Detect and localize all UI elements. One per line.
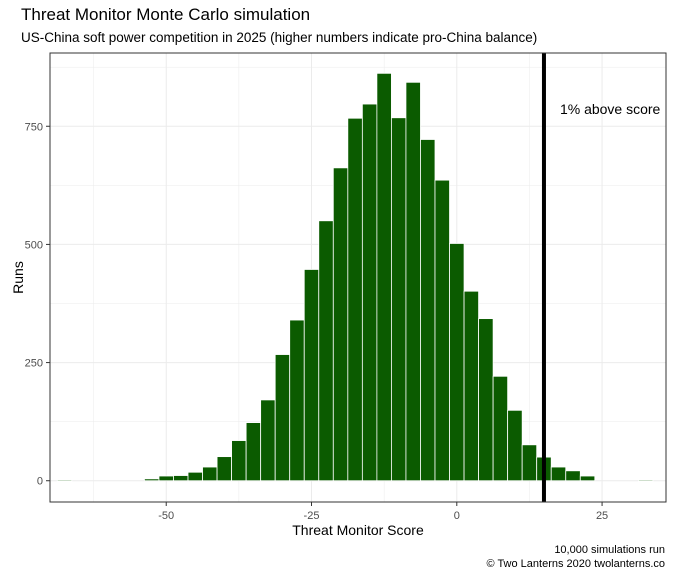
histogram-bar — [637, 479, 654, 482]
vline-layer: 1% above score — [541, 53, 661, 502]
x-tick-label: 25 — [596, 510, 608, 522]
histogram-bar — [187, 471, 203, 482]
histogram-bar — [274, 354, 291, 482]
histogram-bar — [449, 243, 465, 482]
histogram-bar — [565, 470, 581, 482]
histogram-bar — [405, 81, 421, 482]
histogram-bar — [216, 456, 233, 482]
histogram-bar — [579, 475, 596, 482]
y-axis-title: Runs — [10, 261, 26, 294]
caption-simulations: 10,000 simulations run — [554, 544, 665, 556]
histogram-bar — [144, 478, 160, 482]
y-tick-label: 750 — [25, 121, 43, 133]
histogram-bar — [318, 220, 334, 482]
histogram-bar — [521, 444, 538, 482]
histogram-bar — [245, 422, 262, 482]
x-axis: -50 -25 0 25 — [158, 502, 608, 522]
histogram-bar — [463, 290, 479, 482]
histogram-bar — [478, 318, 494, 482]
caption-copyright: © Two Lanterns 2020 twolanterns.co — [486, 558, 665, 570]
histogram-bar — [332, 167, 349, 482]
histogram-bar — [158, 475, 174, 482]
bars-layer — [56, 72, 654, 482]
y-tick-label: 500 — [25, 239, 43, 251]
histogram-bar — [376, 72, 392, 482]
histogram-bar — [550, 466, 567, 482]
histogram-bar — [56, 479, 73, 482]
x-tick-label: 0 — [454, 510, 460, 522]
chart-title: Threat Monitor Monte Carlo simulation — [21, 5, 311, 24]
histogram-bar — [391, 117, 407, 482]
y-tick-label: 250 — [25, 358, 43, 370]
histogram-bar — [507, 409, 523, 482]
histogram-bar — [434, 179, 450, 482]
histogram-bar — [303, 269, 320, 482]
y-axis: 0 250 500 750 — [25, 121, 50, 488]
histogram-bar — [289, 319, 305, 482]
histogram-bar — [492, 375, 509, 482]
histogram-bar — [260, 399, 276, 482]
histogram-bar — [202, 466, 218, 482]
x-tick-label: -50 — [158, 510, 174, 522]
chart-subtitle: US-China soft power competition in 2025 … — [21, 30, 538, 45]
histogram-bar — [347, 117, 363, 482]
x-tick-label: -25 — [304, 510, 320, 522]
histogram-bar — [173, 475, 189, 482]
x-axis-title: Threat Monitor Score — [292, 522, 424, 538]
panel-border — [49, 52, 667, 503]
y-tick-label: 0 — [37, 476, 43, 488]
histogram-bar — [420, 139, 436, 482]
threshold-annotation: 1% above score — [560, 101, 661, 117]
histogram-bar — [231, 440, 247, 482]
histogram-bar — [361, 103, 378, 482]
